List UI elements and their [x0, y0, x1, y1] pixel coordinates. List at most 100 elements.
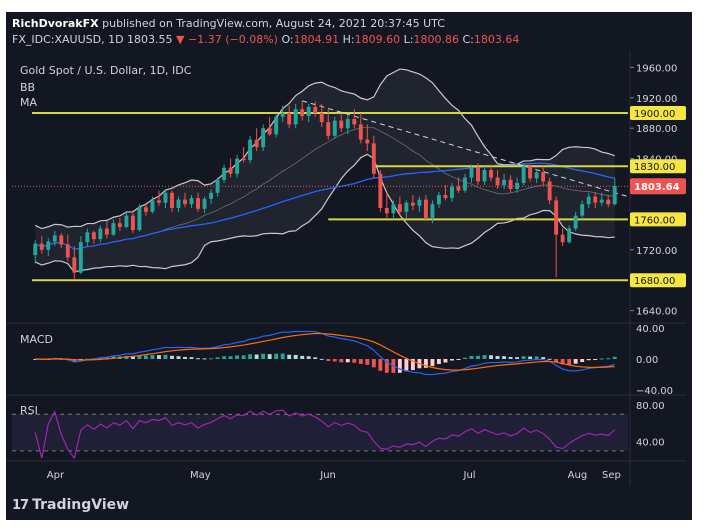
candle-body: [326, 122, 331, 136]
macd-histogram-bar: [547, 358, 552, 360]
macd-histogram-bar: [593, 359, 598, 360]
candle-body: [117, 223, 122, 227]
candle-body: [463, 177, 467, 191]
candle-body: [476, 167, 480, 182]
candle-body: [111, 223, 116, 235]
candle-body: [130, 215, 135, 231]
macd-histogram-bar: [560, 359, 565, 365]
macd-histogram-bar: [456, 359, 461, 360]
macd-histogram-bar: [365, 359, 370, 365]
candle-body: [150, 200, 155, 212]
candle-body: [593, 196, 598, 203]
candle-body: [469, 167, 474, 178]
candle-body: [254, 139, 259, 148]
author-name[interactable]: RichDvorakFX: [12, 17, 99, 30]
down-arrow-icon: ▼: [176, 33, 185, 46]
candle-body: [170, 192, 174, 208]
macd-histogram-bar: [476, 355, 480, 359]
low-label: L:: [403, 33, 414, 46]
candle-body: [384, 208, 389, 214]
candle-body: [339, 120, 344, 129]
candle-body: [554, 200, 559, 235]
macd-histogram-bar: [489, 355, 493, 359]
level-price-label: 1760.00: [634, 215, 675, 226]
macd-histogram-bar: [196, 358, 200, 360]
macd-histogram-bar: [586, 359, 591, 361]
candle-body: [371, 143, 376, 174]
macd-histogram-bar: [371, 359, 376, 368]
candle-body: [104, 228, 109, 235]
candle-body: [157, 200, 161, 203]
candle-body: [345, 119, 350, 129]
candle-body: [300, 109, 305, 117]
ohlc-info: FX_IDC:XAUUSD, 1D 1803.55 ▼ −1.37 (−0.08…: [12, 33, 519, 46]
candle-body: [293, 109, 298, 125]
macd-histogram-bar: [495, 355, 500, 359]
candle-body: [235, 158, 240, 174]
macd-histogram-bar: [261, 353, 266, 359]
macd-histogram-bar: [554, 359, 559, 363]
macd-histogram-bar: [137, 355, 142, 359]
candle-body: [352, 119, 357, 125]
level-price-tag: [630, 273, 686, 288]
macd-histogram-bar: [450, 359, 454, 361]
y-tick-label: 1720.00: [636, 246, 677, 257]
candle-body: [482, 170, 487, 182]
candle-body: [378, 173, 383, 208]
macd-histogram-bar: [130, 356, 135, 359]
level-price-tag: [630, 212, 686, 227]
macd-histogram-bar: [339, 359, 344, 363]
macd-histogram-bar: [410, 359, 415, 371]
ma-legend[interactable]: MA: [20, 96, 38, 109]
level-price-label: 1900.00: [634, 109, 675, 120]
candle-body: [423, 199, 428, 218]
candle-body: [560, 234, 565, 243]
open-label: O:: [281, 33, 294, 46]
candle-body: [280, 113, 285, 117]
macd-histogram-bar: [254, 354, 259, 359]
open-value: 1804.91: [293, 33, 340, 46]
macd-histogram-bar: [332, 359, 337, 362]
candle-body: [33, 243, 38, 256]
candle-body: [599, 199, 604, 203]
candle-body: [450, 186, 454, 199]
rsi-legend[interactable]: RSI: [20, 404, 38, 417]
candle-body: [410, 202, 415, 206]
macd-histogram-bar: [423, 359, 428, 368]
candle-body: [528, 166, 533, 179]
candle-body: [456, 186, 461, 191]
y-tick-label: 1880.00: [636, 124, 677, 135]
candle-body: [176, 199, 181, 208]
candle-body: [534, 172, 539, 179]
signal-line: [35, 332, 615, 371]
macd-histogram-bar: [222, 356, 227, 359]
macd-histogram-bar: [287, 354, 292, 359]
candle-body: [274, 116, 279, 135]
y-tick-label: 1640.00: [636, 307, 677, 318]
tradingview-brand[interactable]: 17 TradingView: [12, 497, 129, 513]
macd-histogram-bar: [300, 355, 305, 359]
candle-body: [222, 167, 227, 180]
trendline: [302, 100, 629, 198]
macd-histogram-bar: [202, 358, 207, 360]
level-price-tag: [630, 159, 686, 174]
macd-histogram-bar: [534, 356, 539, 359]
macd-histogram-bar: [189, 357, 194, 359]
bb-legend[interactable]: BB: [20, 81, 36, 94]
macd-histogram-bar: [352, 359, 357, 363]
candle-body: [72, 257, 77, 273]
bb-band-fill: [35, 69, 615, 273]
macd-histogram-bar: [326, 359, 331, 361]
candle-body: [417, 199, 422, 206]
low-value: 1800.86: [413, 33, 459, 46]
candle-body: [241, 158, 246, 161]
high-label: H:: [342, 33, 355, 46]
rsi-tick-label: 40.00: [636, 438, 665, 449]
candle-body: [365, 139, 370, 144]
candle-body: [319, 113, 324, 123]
candle-body: [358, 124, 363, 140]
candle-body: [163, 192, 168, 203]
macd-legend[interactable]: MACD: [20, 333, 53, 346]
macd-histogram-bar: [502, 356, 507, 359]
